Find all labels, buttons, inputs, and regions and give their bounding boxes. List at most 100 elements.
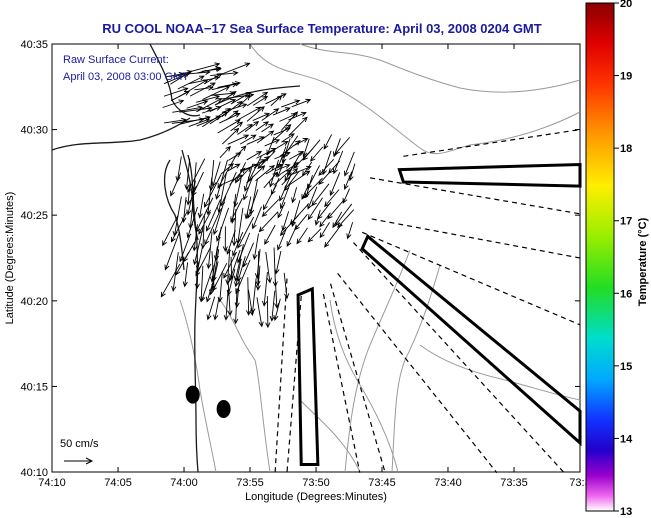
y-tick-label: 40:10 bbox=[20, 467, 48, 479]
current-vector bbox=[311, 183, 330, 207]
current-vector bbox=[291, 98, 312, 108]
current-vector bbox=[258, 211, 279, 233]
current-vector bbox=[210, 70, 239, 76]
current-vector bbox=[163, 87, 189, 97]
current-vector bbox=[188, 190, 195, 230]
current-vector bbox=[310, 146, 324, 162]
x-tick-label: 74:00 bbox=[170, 477, 198, 489]
current-vector bbox=[160, 263, 181, 298]
outlined-regions bbox=[296, 162, 582, 467]
current-vector bbox=[283, 171, 299, 192]
current-vector bbox=[281, 167, 299, 186]
current-vector bbox=[247, 156, 262, 183]
current-vector bbox=[270, 177, 280, 196]
current-vector bbox=[264, 224, 276, 246]
current-vector bbox=[245, 277, 252, 316]
colorbar-label: Temperature (°C) bbox=[637, 217, 649, 306]
current-vector bbox=[346, 222, 354, 240]
current-vector bbox=[186, 100, 209, 109]
current-vector bbox=[206, 231, 213, 270]
current-vector bbox=[281, 138, 291, 164]
current-vector bbox=[217, 271, 223, 303]
current-vector bbox=[296, 227, 308, 245]
current-vector bbox=[237, 232, 251, 264]
colorbar-tick-label: 15 bbox=[620, 361, 632, 373]
current-vector bbox=[192, 227, 204, 266]
current-vector bbox=[186, 206, 198, 239]
current-vector bbox=[230, 91, 252, 105]
x-tick-label: 73:3 bbox=[569, 477, 590, 489]
current-vector bbox=[208, 159, 215, 192]
current-vector bbox=[302, 139, 321, 161]
contour-line bbox=[299, 399, 361, 473]
current-vector bbox=[179, 234, 191, 263]
current-vector bbox=[223, 289, 229, 321]
current-vector bbox=[266, 136, 275, 156]
outlined-region bbox=[296, 286, 320, 467]
annotation-line2: April 03, 2008 03:00 GMT bbox=[63, 71, 189, 83]
current-vector bbox=[327, 199, 345, 220]
current-vector bbox=[256, 130, 275, 144]
current-vector bbox=[287, 151, 302, 177]
current-vector bbox=[265, 93, 287, 105]
current-vector bbox=[189, 82, 216, 97]
y-tick-label: 40:15 bbox=[20, 381, 48, 393]
x-tick-label: 73:35 bbox=[500, 477, 528, 489]
colorbar-tick-label: 14 bbox=[620, 433, 633, 445]
current-vector bbox=[234, 259, 242, 288]
current-vector bbox=[282, 135, 299, 159]
current-vector bbox=[237, 216, 255, 249]
current-vector bbox=[200, 265, 214, 303]
current-vector bbox=[269, 290, 276, 322]
x-tick-label: 74:05 bbox=[104, 477, 132, 489]
contour-line bbox=[249, 43, 581, 155]
current-vector bbox=[250, 278, 257, 315]
current-vector bbox=[288, 111, 307, 121]
current-vector bbox=[212, 196, 227, 236]
y-tick-label: 40:20 bbox=[20, 296, 48, 308]
current-vector bbox=[318, 159, 335, 176]
current-vector bbox=[255, 265, 261, 291]
current-vector bbox=[217, 81, 241, 88]
current-vector bbox=[220, 163, 234, 175]
current-vector bbox=[301, 161, 313, 177]
current-vector bbox=[237, 94, 251, 108]
current-vector bbox=[252, 112, 271, 122]
current-vector bbox=[194, 85, 214, 91]
current-vector bbox=[227, 163, 241, 172]
current-vector bbox=[249, 178, 258, 216]
current-vector bbox=[274, 164, 291, 172]
x-tick-label: 73:40 bbox=[434, 477, 462, 489]
coastline-nj-shore bbox=[187, 154, 199, 473]
current-vector bbox=[182, 262, 189, 288]
colorbar-tick-label: 16 bbox=[620, 288, 632, 300]
y-axis: 40:35 40:30 40:25 40:20 40:15 40:10 bbox=[20, 39, 580, 479]
current-vector bbox=[219, 62, 251, 76]
current-vector bbox=[227, 134, 250, 145]
current-vector bbox=[195, 197, 214, 233]
y-tick-label: 40:35 bbox=[20, 39, 48, 51]
contour-line bbox=[344, 249, 411, 473]
current-vector bbox=[277, 146, 287, 169]
current-vector bbox=[251, 206, 262, 230]
current-vector bbox=[205, 277, 215, 303]
contour-line bbox=[219, 299, 271, 473]
current-vector bbox=[162, 215, 179, 247]
current-vector bbox=[302, 177, 323, 199]
current-vector bbox=[197, 193, 205, 219]
current-vector bbox=[230, 121, 244, 132]
current-vector bbox=[272, 247, 278, 288]
coastline-staten bbox=[51, 117, 191, 151]
colorbar-gradient bbox=[585, 2, 615, 512]
current-vector bbox=[261, 199, 280, 217]
current-vector bbox=[281, 99, 301, 108]
current-vector bbox=[246, 106, 265, 122]
current-vector bbox=[270, 94, 283, 107]
current-vector bbox=[219, 145, 231, 159]
current-vector bbox=[177, 75, 205, 90]
current-vector bbox=[307, 186, 318, 210]
current-vector bbox=[279, 113, 297, 122]
x-tick-label: 73:55 bbox=[236, 477, 264, 489]
current-vector bbox=[255, 250, 261, 287]
current-vector bbox=[236, 256, 246, 283]
